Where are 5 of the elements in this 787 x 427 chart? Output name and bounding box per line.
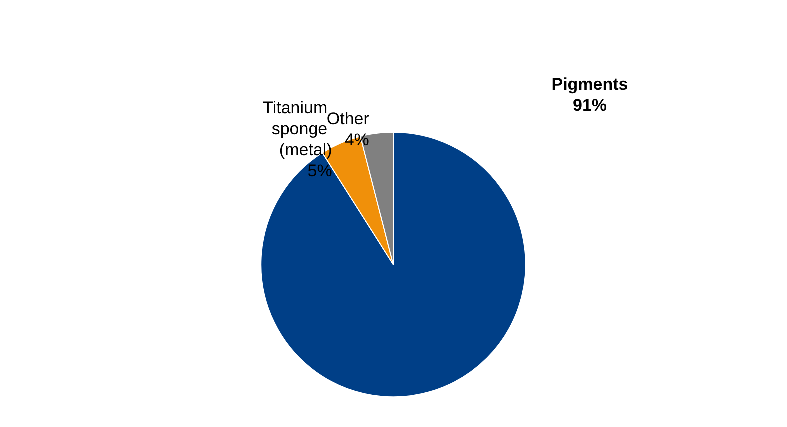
data-label: 5%	[308, 162, 332, 181]
slice-label: Pigments	[552, 75, 628, 94]
data-label: 91%	[572, 96, 608, 115]
data-label: 4%	[344, 130, 370, 150]
slice-label: Other	[326, 109, 370, 128]
